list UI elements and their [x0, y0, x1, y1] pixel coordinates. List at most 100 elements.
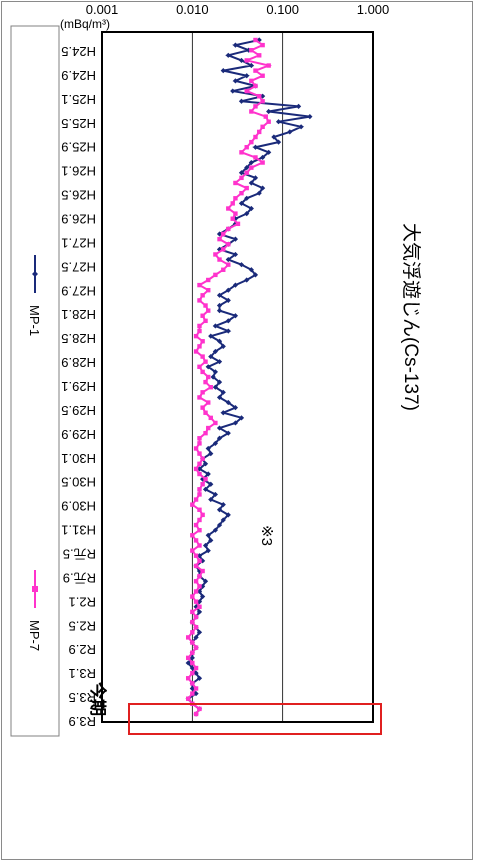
data-point-mp-1: [238, 262, 245, 268]
data-point-mp-7: [206, 277, 211, 283]
data-point-mp-1: [275, 119, 282, 125]
data-point-mp-7: [253, 37, 258, 43]
x-tick-label: H31.1: [61, 523, 96, 538]
y-tick-label: 0.010: [176, 2, 209, 17]
data-point-mp-1: [220, 517, 226, 523]
data-point-mp-1: [225, 256, 231, 263]
data-point-mp-7: [200, 482, 205, 487]
x-tick-label: R3.5: [69, 690, 96, 705]
data-point-mp-7: [193, 538, 199, 543]
data-point-mp-7: [190, 660, 195, 666]
x-tick-label: H30.5: [61, 475, 96, 490]
data-point-mp-1: [216, 302, 223, 309]
data-point-mp-7: [226, 262, 231, 267]
x-tick-label: R3.9: [69, 714, 96, 729]
x-tick-label: H27.5: [61, 259, 96, 274]
data-point-mp-1: [230, 88, 236, 94]
data-point-mp-7: [193, 333, 199, 339]
x-tick-label: H29.5: [61, 403, 96, 418]
data-point-mp-1: [295, 103, 302, 109]
data-point-mp-7: [190, 533, 195, 538]
data-point-mp-1: [193, 604, 199, 610]
x-tick-label: H27.9: [61, 283, 96, 298]
data-point-mp-7: [190, 640, 195, 645]
data-point-mp-7: [244, 185, 249, 191]
data-point-mp-7: [193, 665, 199, 671]
data-point-mp-1: [196, 588, 203, 595]
grid-lines: [191, 32, 284, 722]
x-tick-label: R元.5: [63, 547, 96, 562]
x-tick-label: R2.9: [69, 642, 96, 657]
data-point-mp-7: [206, 287, 211, 293]
data-point-mp-1: [196, 609, 203, 615]
data-point-mp-7: [197, 395, 202, 400]
data-point-mp-7: [190, 609, 195, 615]
legend-box: [10, 25, 60, 737]
data-point-mp-1: [244, 165, 250, 171]
data-point-mp-1: [216, 507, 223, 513]
x-tick-label: R2.5: [69, 618, 96, 633]
data-point-mp-1: [248, 180, 254, 186]
x-tick-label: H30.9: [61, 499, 96, 514]
data-point-mp-7: [257, 93, 262, 99]
data-point-mp-1: [208, 496, 214, 503]
data-point-mp-1: [205, 532, 211, 538]
data-point-mp-1: [216, 394, 223, 401]
data-point-mp-7: [213, 420, 218, 426]
data-point-mp-1: [244, 73, 250, 79]
data-point-mp-7: [244, 145, 249, 150]
data-point-mp-1: [216, 379, 223, 385]
data-point-mp-7: [197, 282, 202, 288]
data-point-mp-7: [197, 604, 202, 609]
data-point-mp-1: [208, 537, 214, 543]
data-point-mp-7: [239, 175, 244, 181]
data-point-mp-1: [196, 629, 203, 635]
data-point-mp-1: [189, 685, 195, 692]
data-point-mp-7: [257, 129, 262, 135]
data-point-mp-7: [197, 436, 202, 441]
data-point-mp-1: [238, 415, 245, 421]
data-point-mp-7: [190, 630, 195, 635]
data-point-mp-7: [190, 691, 195, 696]
data-point-mp-7: [253, 83, 258, 89]
x-tick-label: H25.1: [61, 92, 96, 107]
data-point-mp-1: [244, 211, 250, 217]
data-point-mp-1: [212, 527, 218, 533]
data-point-mp-1: [252, 175, 259, 181]
x-tick-label: H30.1: [61, 451, 96, 466]
data-point-mp-7: [197, 344, 202, 349]
data-point-mp-7: [203, 430, 208, 436]
data-point-mp-7: [249, 78, 254, 84]
data-point-mp-7: [197, 558, 202, 564]
data-point-mp-1: [266, 108, 272, 115]
data-point-mp-7: [193, 563, 199, 569]
data-point-mp-1: [202, 461, 209, 467]
plot-border: [101, 31, 374, 723]
data-point-mp-7: [190, 548, 195, 553]
data-point-mp-7: [233, 211, 238, 216]
data-point-mp-7: [185, 696, 191, 701]
data-point-mp-7: [233, 196, 238, 201]
data-point-mp-7: [193, 645, 199, 650]
data-point-mp-7: [226, 206, 231, 211]
data-point-mp-7: [260, 99, 265, 104]
data-point-mp-7: [239, 150, 244, 155]
data-point-mp-7: [221, 231, 226, 237]
data-point-mp-7: [206, 308, 211, 313]
data-point-mp-7: [197, 451, 202, 456]
data-point-mp-7: [193, 497, 199, 502]
data-point-mp-1: [202, 542, 209, 549]
x-tick-label: H28.1: [61, 307, 96, 322]
data-point-mp-7: [206, 400, 211, 405]
data-point-mp-1: [232, 420, 239, 426]
data-point-mp-7: [233, 180, 238, 186]
data-point-mp-7: [249, 48, 254, 53]
data-point-mp-1: [216, 435, 223, 441]
data-point-mp-7: [206, 374, 211, 380]
y-tick-labels: 1.000 0.100 0.010 0.001: [86, 2, 390, 17]
data-point-mp-7: [230, 201, 235, 206]
data-point-mp-1: [189, 665, 195, 671]
data-point-mp-7: [260, 42, 265, 48]
